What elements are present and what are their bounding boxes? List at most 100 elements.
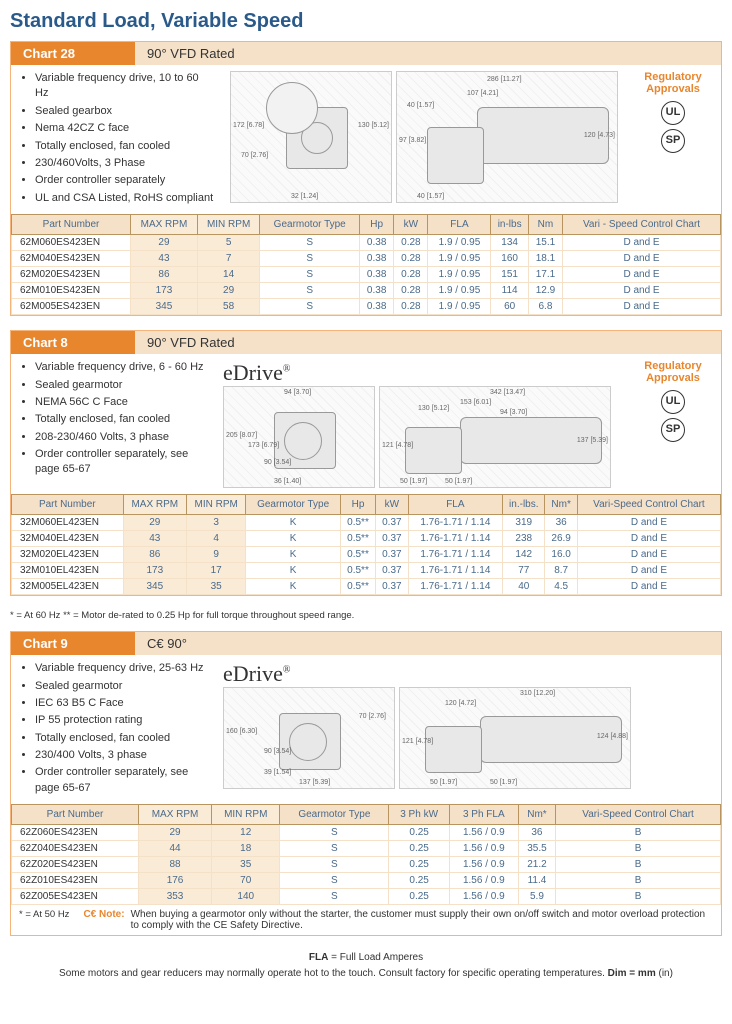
col-header: Part Number <box>12 495 124 515</box>
table-cell: 43 <box>131 251 198 267</box>
table-cell: K <box>246 547 341 563</box>
table-cell: 5 <box>197 235 260 251</box>
table-cell: S <box>260 235 360 251</box>
table-cell: B <box>556 873 721 889</box>
table-cell: 1.76-1.71 / 1.14 <box>408 547 503 563</box>
col-header: Nm* <box>545 495 577 515</box>
table-row: 32M040EL423EN434K0.5**0.371.76-1.71 / 1.… <box>12 531 721 547</box>
table-cell: 1.9 / 0.95 <box>428 251 491 267</box>
col-header: MAX RPM <box>139 805 212 825</box>
col-header: kW <box>376 495 408 515</box>
table-cell: 238 <box>503 531 545 547</box>
table-cell: 1.56 / 0.9 <box>449 857 518 873</box>
table-cell: 0.28 <box>394 283 428 299</box>
chart-label: Chart 9 <box>11 632 135 655</box>
table-cell: 1.9 / 0.95 <box>428 267 491 283</box>
csa-icon: SP <box>661 129 685 153</box>
table-row: 62M040ES423EN437S0.380.281.9 / 0.9516018… <box>12 251 721 267</box>
table-cell: 0.38 <box>360 235 394 251</box>
table-cell: 44 <box>139 841 212 857</box>
table-cell: 134 <box>491 235 528 251</box>
bullet-item: Variable frequency drive, 6 - 60 Hz <box>35 360 215 375</box>
table-cell: 345 <box>131 299 198 315</box>
col-header: MIN RPM <box>197 215 260 235</box>
table-cell: 1.76-1.71 / 1.14 <box>408 515 503 531</box>
approvals: Regulatory Approvals UL SP <box>633 360 713 446</box>
bullet-item: Totally enclosed, fan cooled <box>35 412 215 427</box>
col-header: Part Number <box>12 215 131 235</box>
table-cell: 0.5** <box>340 515 375 531</box>
ce-note-label: C€ Note: <box>83 909 124 920</box>
col-header: Part Number <box>12 805 139 825</box>
bullet-item: Order controller separately <box>35 173 215 188</box>
approvals-title: Regulatory Approvals <box>633 360 713 384</box>
chart-8-diagrams: eDrive® 94 [3.70] 205 [8.07] 173 [6.79] … <box>223 360 625 488</box>
table-cell: 0.28 <box>394 235 428 251</box>
table-cell: 5.9 <box>518 889 555 905</box>
table-cell: 0.25 <box>389 889 450 905</box>
table-cell: 1.9 / 0.95 <box>428 235 491 251</box>
table-cell: B <box>556 857 721 873</box>
table-cell: D and E <box>577 563 720 579</box>
table-cell: 29 <box>139 825 212 841</box>
table-row: 62M010ES423EN17329S0.380.281.9 / 0.95114… <box>12 283 721 299</box>
table-cell: 62Z010ES423EN <box>12 873 139 889</box>
table-cell: 1.76-1.71 / 1.14 <box>408 579 503 595</box>
table-cell: 32M005EL423EN <box>12 579 124 595</box>
drawing-front: 94 [3.70] 205 [8.07] 173 [6.79] 90 [3.54… <box>223 386 375 488</box>
chart-8-table: Part NumberMAX RPMMIN RPMGearmotor TypeH… <box>11 494 721 595</box>
col-header: Vari - Speed Control Chart <box>563 215 721 235</box>
table-cell: D and E <box>563 251 721 267</box>
table-cell: 0.37 <box>376 563 408 579</box>
table-cell: 1.56 / 0.9 <box>449 889 518 905</box>
table-cell: 0.37 <box>376 579 408 595</box>
table-cell: 16.0 <box>545 547 577 563</box>
table-row: 32M005EL423EN34535K0.5**0.371.76-1.71 / … <box>12 579 721 595</box>
table-cell: 62M005ES423EN <box>12 299 131 315</box>
table-cell: 18.1 <box>528 251 562 267</box>
table-cell: 62M010ES423EN <box>12 283 131 299</box>
table-row: 32M010EL423EN17317K0.5**0.371.76-1.71 / … <box>12 563 721 579</box>
table-cell: 11.4 <box>518 873 555 889</box>
table-cell: 36 <box>518 825 555 841</box>
col-header: MIN RPM <box>212 805 280 825</box>
col-header: Nm* <box>518 805 555 825</box>
bullet-item: Totally enclosed, fan cooled <box>35 731 215 746</box>
table-cell: 0.28 <box>394 251 428 267</box>
col-header: 3 Ph FLA <box>449 805 518 825</box>
approvals-title: Regulatory Approvals <box>633 71 713 95</box>
table-cell: S <box>260 299 360 315</box>
table-cell: 32M040EL423EN <box>12 531 124 547</box>
table-cell: 12.9 <box>528 283 562 299</box>
table-cell: 17.1 <box>528 267 562 283</box>
table-cell: D and E <box>577 531 720 547</box>
ce-note: C€ Note: When buying a gearmotor only wi… <box>77 905 721 935</box>
table-cell: 26.9 <box>545 531 577 547</box>
chart-8-footnote: * = At 60 Hz ** = Motor de-rated to 0.25… <box>10 610 722 621</box>
table-cell: 0.37 <box>376 531 408 547</box>
table-cell: B <box>556 889 721 905</box>
drawing-side: 310 [12.20] 120 [4.72] 121 [4.78] 50 [1.… <box>399 687 631 789</box>
table-cell: D and E <box>563 235 721 251</box>
table-cell: 62M020ES423EN <box>12 267 131 283</box>
bullet-item: IEC 63 B5 C Face <box>35 696 215 711</box>
table-cell: 160 <box>491 251 528 267</box>
table-cell: K <box>246 579 341 595</box>
col-header: Hp <box>360 215 394 235</box>
table-cell: S <box>280 889 389 905</box>
edrive-logo: eDrive® <box>223 661 713 687</box>
approvals: Regulatory Approvals UL SP <box>633 71 713 157</box>
bullet-item: Totally enclosed, fan cooled <box>35 139 215 154</box>
chart-label: Chart 8 <box>11 331 135 354</box>
table-cell: S <box>260 251 360 267</box>
table-cell: 60 <box>491 299 528 315</box>
table-cell: 9 <box>187 547 246 563</box>
chart-desc: 90° VFD Rated <box>135 42 721 65</box>
table-cell: K <box>246 531 341 547</box>
bullet-item: Nema 42CZ C face <box>35 121 215 136</box>
table-cell: D and E <box>563 283 721 299</box>
bullet-item: Sealed gearmotor <box>35 679 215 694</box>
bullet-item: Order controller separately, see page 65… <box>35 447 215 478</box>
chart-28-section: Chart 28 90° VFD Rated Variable frequenc… <box>10 41 722 316</box>
table-cell: 0.25 <box>389 841 450 857</box>
